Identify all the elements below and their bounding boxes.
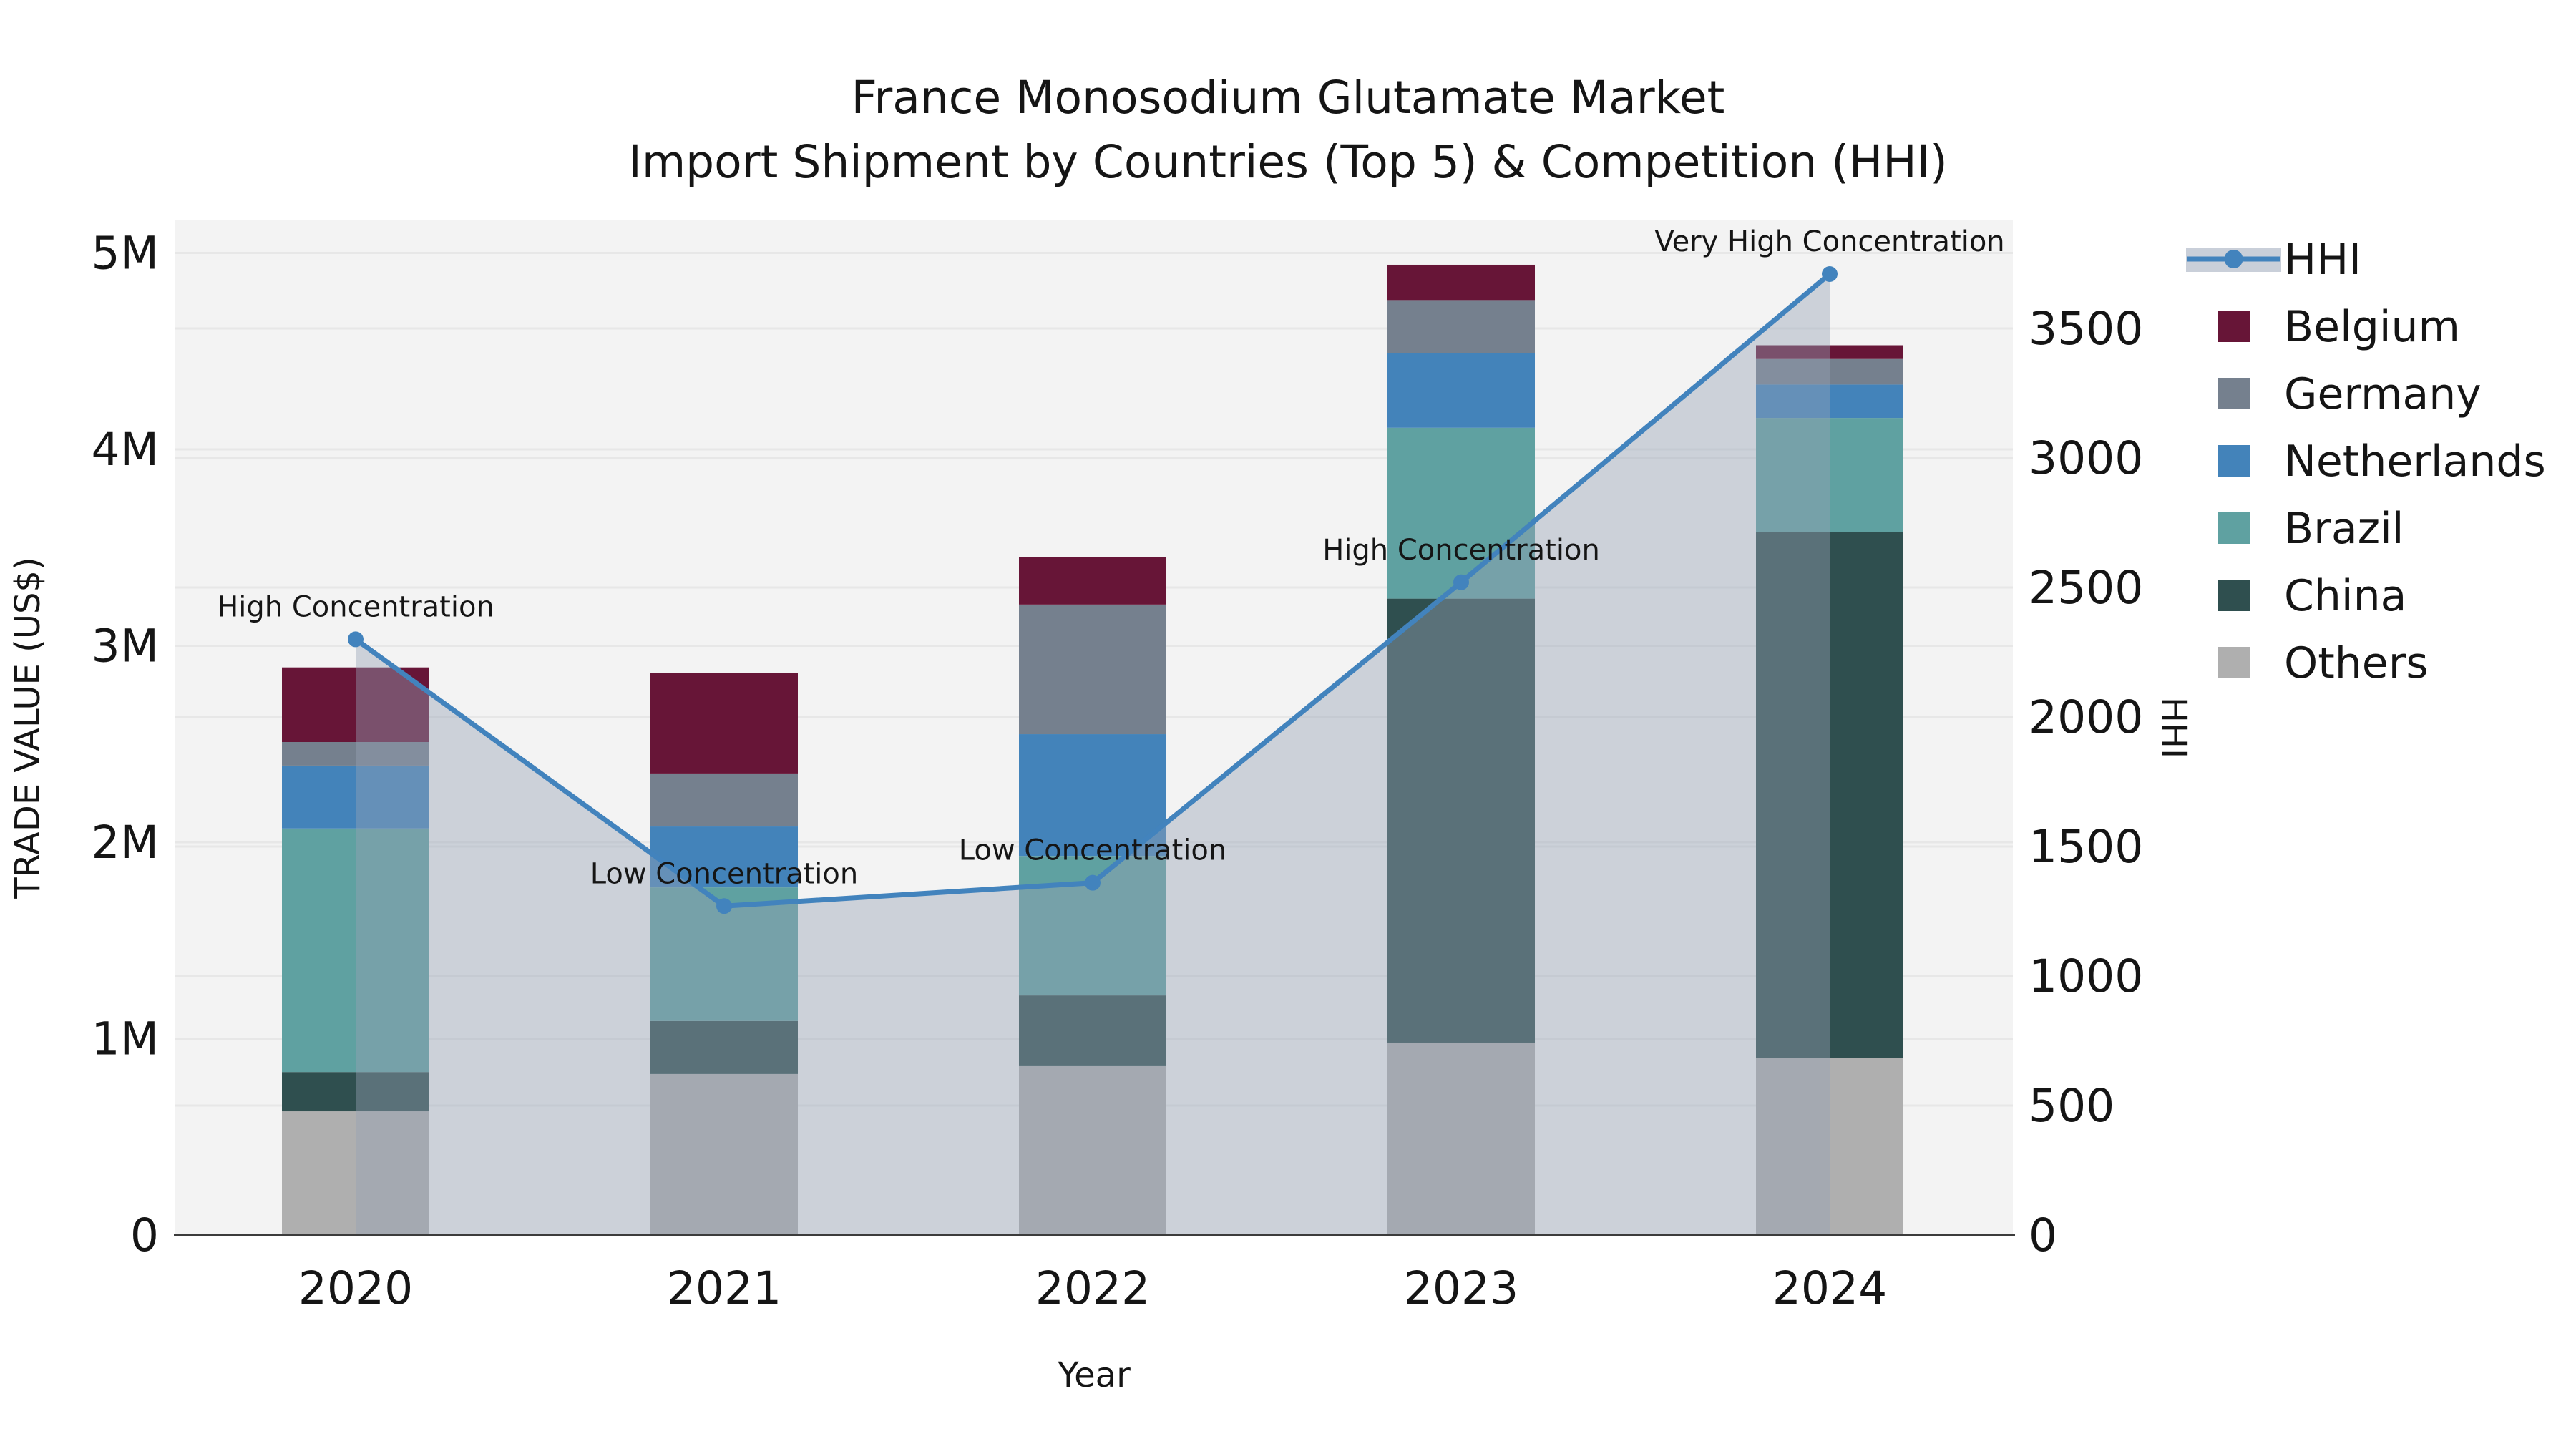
bar-segment-others-2020	[282, 1111, 429, 1235]
right-tick-2000: 2000	[2029, 691, 2143, 743]
legend-label-germany: Germany	[2284, 369, 2482, 419]
left-tick-0: 0	[130, 1209, 159, 1262]
hhi-point-2023	[1453, 574, 1469, 590]
legend-swatch-china	[2218, 580, 2250, 611]
bar-segment-netherlands-2021	[650, 826, 798, 888]
x-tick-2020: 2020	[298, 1262, 413, 1314]
x-tick-2024: 2024	[1772, 1262, 1887, 1314]
bar-segment-china-2023	[1387, 598, 1535, 1043]
legend-swatch-belgium	[2218, 311, 2250, 342]
axis-tick-labels: 0 1M 2M 3M 4M 5M 0 500 1000 1500 2000 2500 3000 3500 2…	[92, 228, 2144, 1315]
hhi-area-fill	[356, 273, 1830, 1236]
hhi-point-2021	[716, 898, 732, 914]
legend-swatch-germany	[2218, 378, 2250, 409]
legend-label-belgium: Belgium	[2284, 302, 2460, 352]
legend-item-brazil: Brazil	[2218, 504, 2404, 554]
legend-item-others: Others	[2218, 638, 2429, 688]
bar-segment-netherlands-2022	[1019, 734, 1166, 857]
bar-segment-others-2022	[1019, 1065, 1166, 1235]
bar-segment-china-2021	[650, 1020, 798, 1074]
hhi-point-2024	[1822, 265, 1838, 282]
legend-label-others: Others	[2284, 638, 2429, 688]
bar-segment-belgium-2020	[282, 667, 429, 743]
left-tick-4M: 4M	[92, 424, 159, 476]
legend-swatch-netherlands	[2218, 445, 2250, 477]
bar-segment-germany-2024	[1756, 358, 1903, 385]
left-tick-2M: 2M	[92, 816, 159, 869]
annotation-2020: High Concentration	[217, 590, 494, 623]
hhi-line-series	[348, 265, 1838, 914]
hhi-point-2022	[1085, 874, 1101, 891]
bar-segment-china-2022	[1019, 995, 1166, 1066]
bar-segment-china-2024	[1756, 532, 1903, 1058]
right-tick-3000: 3000	[2029, 432, 2143, 484]
right-tick-500: 500	[2029, 1080, 2114, 1132]
hhi-area	[356, 273, 1830, 1236]
bar-segment-belgium-2023	[1387, 264, 1535, 301]
left-tick-1M: 1M	[92, 1013, 159, 1065]
legend-item-germany: Germany	[2218, 369, 2482, 419]
legend: HHI Belgium Germany Netherlands Brazil China O…	[2186, 235, 2546, 688]
stacked-bars	[282, 264, 1903, 1235]
legend-label-china: China	[2284, 571, 2406, 621]
chart-title-line2: Import Shipment by Countries (Top 5) & C…	[628, 136, 1948, 188]
bar-segment-belgium-2024	[1756, 345, 1903, 359]
right-tick-1500: 1500	[2029, 821, 2143, 873]
x-tick-2021: 2021	[667, 1262, 781, 1314]
legend-swatch-brazil	[2218, 512, 2250, 544]
x-axis-title: Year	[1057, 1355, 1131, 1395]
hhi-point-2020	[348, 631, 364, 648]
right-tick-3500: 3500	[2029, 303, 2143, 355]
legend-item-china: China	[2218, 571, 2406, 621]
bar-segment-brazil-2024	[1756, 418, 1903, 532]
bar-segment-belgium-2021	[650, 673, 798, 774]
bar-segment-germany-2022	[1019, 604, 1166, 735]
bar-segment-germany-2023	[1387, 300, 1535, 353]
legend-swatch-others	[2218, 647, 2250, 678]
bar-segment-netherlands-2024	[1756, 384, 1903, 419]
left-axis-title: TRADE VALUE (US$)	[8, 557, 48, 899]
right-axis-title: HHI	[2154, 697, 2194, 758]
annotation-2024: Very High Concentration	[1654, 225, 2004, 258]
left-tick-3M: 3M	[92, 620, 159, 673]
legend-item-netherlands: Netherlands	[2218, 436, 2546, 487]
legend-label-netherlands: Netherlands	[2284, 436, 2546, 487]
bar-segment-china-2020	[282, 1072, 429, 1112]
left-tick-5M: 5M	[92, 228, 159, 280]
x-tick-2023: 2023	[1404, 1262, 1518, 1314]
right-tick-2500: 2500	[2029, 562, 2143, 614]
annotation-2022: Low Concentration	[959, 834, 1226, 867]
right-tick-0: 0	[2029, 1209, 2057, 1262]
annotation-2023: High Concentration	[1322, 534, 1600, 567]
legend-item-hhi: HHI	[2186, 235, 2361, 285]
bar-segment-belgium-2022	[1019, 557, 1166, 605]
bar-segment-germany-2020	[282, 742, 429, 766]
bar-segment-netherlands-2023	[1387, 353, 1535, 428]
legend-item-belgium: Belgium	[2218, 302, 2460, 352]
chart-title-line1: France Monosodium Glutamate Market	[852, 72, 1725, 124]
bar-segment-germany-2021	[650, 773, 798, 827]
legend-hhi-marker	[2224, 250, 2243, 268]
annotation-2021: Low Concentration	[590, 857, 858, 890]
bar-segment-others-2024	[1756, 1058, 1903, 1235]
bar-segment-others-2021	[650, 1073, 798, 1235]
hhi-annotations: High Concentration Low Concentration Low C…	[217, 225, 2004, 890]
bar-segment-brazil-2023	[1387, 427, 1535, 599]
bar-segment-netherlands-2020	[282, 765, 429, 829]
x-tick-2022: 2022	[1035, 1262, 1150, 1314]
legend-label-brazil: Brazil	[2284, 504, 2404, 554]
legend-label-hhi: HHI	[2284, 235, 2361, 285]
bar-segment-brazil-2020	[282, 828, 429, 1073]
bar-segment-others-2023	[1387, 1042, 1535, 1235]
right-tick-1000: 1000	[2029, 950, 2143, 1002]
